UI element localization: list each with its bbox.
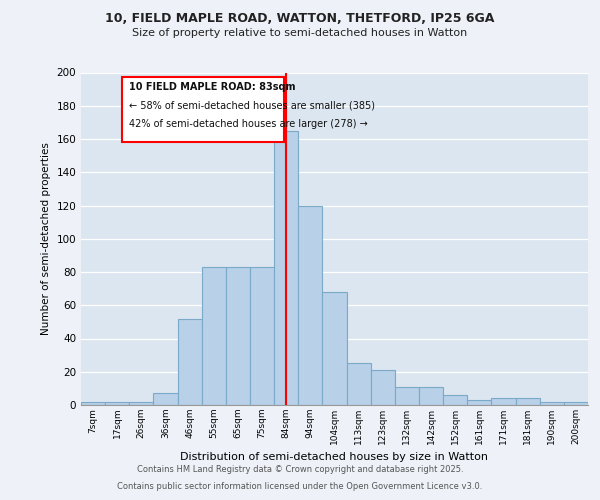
- Bar: [105, 402, 129, 405]
- Bar: [540, 402, 564, 405]
- Bar: [250, 267, 274, 405]
- Text: 10, FIELD MAPLE ROAD, WATTON, THETFORD, IP25 6GA: 10, FIELD MAPLE ROAD, WATTON, THETFORD, …: [106, 12, 494, 26]
- Bar: [178, 318, 202, 405]
- Bar: [226, 267, 250, 405]
- Text: 10 FIELD MAPLE ROAD: 83sqm: 10 FIELD MAPLE ROAD: 83sqm: [129, 82, 296, 92]
- Bar: [491, 398, 515, 405]
- Bar: [371, 370, 395, 405]
- Text: Contains public sector information licensed under the Open Government Licence v3: Contains public sector information licen…: [118, 482, 482, 491]
- Bar: [347, 364, 371, 405]
- Bar: [467, 400, 491, 405]
- Bar: [274, 130, 298, 405]
- Bar: [154, 394, 178, 405]
- Bar: [322, 292, 347, 405]
- Bar: [202, 267, 226, 405]
- Bar: [564, 402, 588, 405]
- Bar: [515, 398, 540, 405]
- Bar: [129, 402, 154, 405]
- Bar: [419, 386, 443, 405]
- Bar: [122, 78, 284, 142]
- Bar: [395, 386, 419, 405]
- Bar: [443, 395, 467, 405]
- Text: Size of property relative to semi-detached houses in Watton: Size of property relative to semi-detach…: [133, 28, 467, 38]
- Bar: [81, 402, 105, 405]
- Y-axis label: Number of semi-detached properties: Number of semi-detached properties: [41, 142, 51, 335]
- X-axis label: Distribution of semi-detached houses by size in Watton: Distribution of semi-detached houses by …: [181, 452, 488, 462]
- Text: Contains HM Land Registry data © Crown copyright and database right 2025.: Contains HM Land Registry data © Crown c…: [137, 465, 463, 474]
- Text: ← 58% of semi-detached houses are smaller (385): ← 58% of semi-detached houses are smalle…: [129, 101, 375, 111]
- Text: 42% of semi-detached houses are larger (278) →: 42% of semi-detached houses are larger (…: [129, 119, 368, 129]
- Bar: [298, 206, 322, 405]
